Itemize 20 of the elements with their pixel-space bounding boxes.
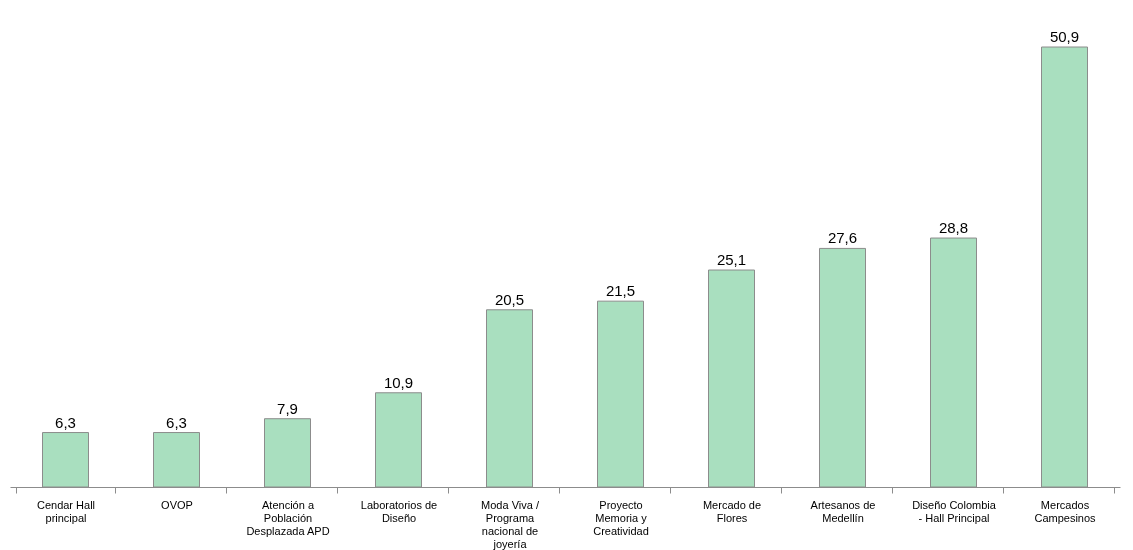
- data-label: 25,1: [716, 251, 747, 269]
- data-label: 28,8: [938, 219, 969, 237]
- x-tick-label: Artesanos de Medellín: [810, 498, 876, 524]
- data-label: 21,5: [605, 282, 636, 300]
- x-tick-label: OVOP: [161, 498, 193, 511]
- data-label: 7,9: [277, 399, 298, 417]
- data-label: 20,5: [494, 290, 525, 308]
- data-label: 6,3: [166, 413, 187, 431]
- x-tick-label: Moda Viva / Programa nacional de joyería: [481, 498, 540, 550]
- x-tick-label: Proyecto Memoria y Creatividad: [593, 498, 649, 537]
- data-label: 50,9: [1049, 28, 1080, 45]
- x-tick-label: Mercados Campesinos: [1034, 498, 1097, 524]
- data-label: 6,3: [55, 413, 76, 431]
- data-label: 27,6: [827, 229, 858, 247]
- x-tick-label: Laboratorios de Diseño: [360, 498, 438, 524]
- x-tick-label: Mercado de Flores: [702, 498, 762, 524]
- x-tick-label: Cendar Hall principal: [36, 498, 96, 524]
- x-tick-label: Atención a Población Desplazada APD: [246, 498, 330, 537]
- x-tick-label: Diseño Colombia - Hall Principal: [912, 498, 997, 524]
- data-label: 10,9: [383, 373, 414, 391]
